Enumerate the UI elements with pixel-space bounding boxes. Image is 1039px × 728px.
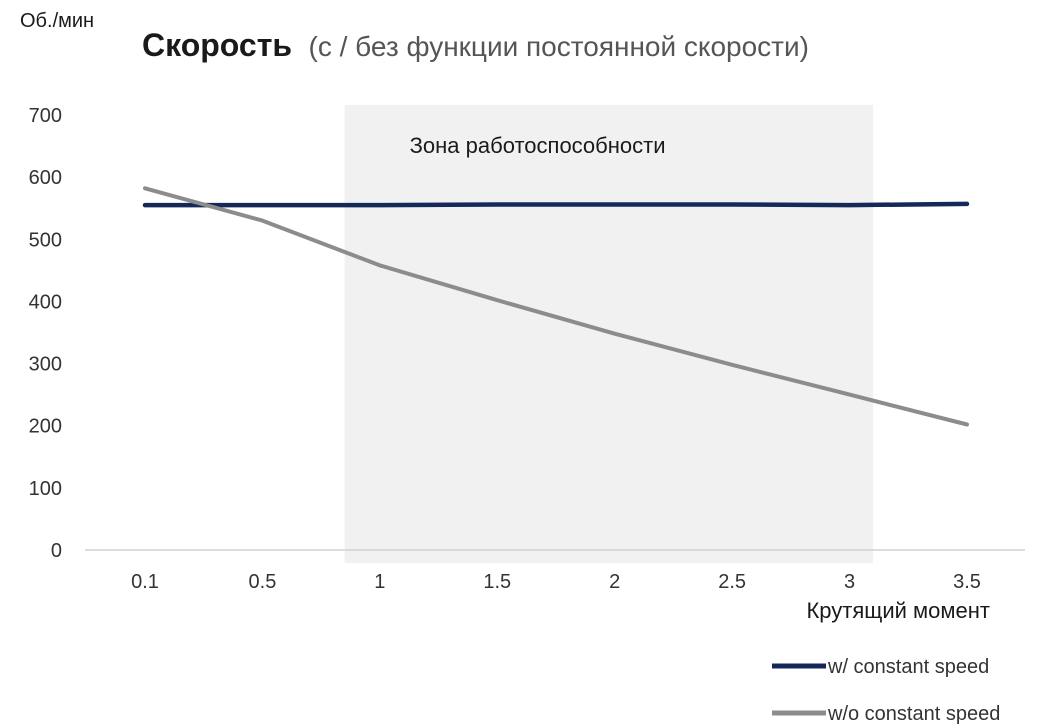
chart-subtitle: (с / без функции постоянной скорости) [309, 31, 809, 62]
series-line-with-constant-speed [142, 201, 970, 208]
y-axis-ticks: 0 100 200 300 400 500 600 700 [29, 105, 62, 562]
y-tick-label: 600 [29, 167, 62, 189]
x-tick-label: 2 [609, 571, 620, 593]
y-axis-label: Об./мин [20, 10, 94, 32]
y-tick-label: 0 [51, 540, 62, 562]
chart-title: Скорость (с / без функции постоянной ско… [142, 27, 809, 63]
legend-label: w/ constant speed [827, 656, 989, 678]
y-tick-label: 400 [29, 291, 62, 313]
y-tick-label: 300 [29, 354, 62, 376]
y-tick-label: 100 [29, 478, 62, 500]
series-line-without-constant-speed [143, 186, 969, 427]
series-lines [142, 186, 970, 427]
x-tick-label: 0.5 [249, 571, 277, 593]
x-tick-label: 2.5 [718, 571, 746, 593]
x-tick-label: 3.5 [953, 571, 981, 593]
x-axis-ticks: 0.1 0.5 1 1.5 2 2.5 3 3.5 [131, 571, 981, 593]
x-axis-label: Крутящий момент [806, 598, 990, 623]
x-tick-label: 3 [844, 571, 855, 593]
x-tick-label: 1.5 [483, 571, 511, 593]
y-tick-label: 700 [29, 105, 62, 127]
x-tick-label: 1 [374, 571, 385, 593]
operating-zone-label: Зона работоспособности [410, 133, 666, 158]
chart-title-main: Скорость [142, 27, 292, 63]
legend-label: w/o constant speed [827, 703, 1000, 725]
y-tick-label: 200 [29, 416, 62, 438]
x-tick-label: 0.1 [131, 571, 159, 593]
legend: w/ constant speed w/o constant speed [772, 656, 1000, 725]
y-tick-label: 500 [29, 229, 62, 251]
